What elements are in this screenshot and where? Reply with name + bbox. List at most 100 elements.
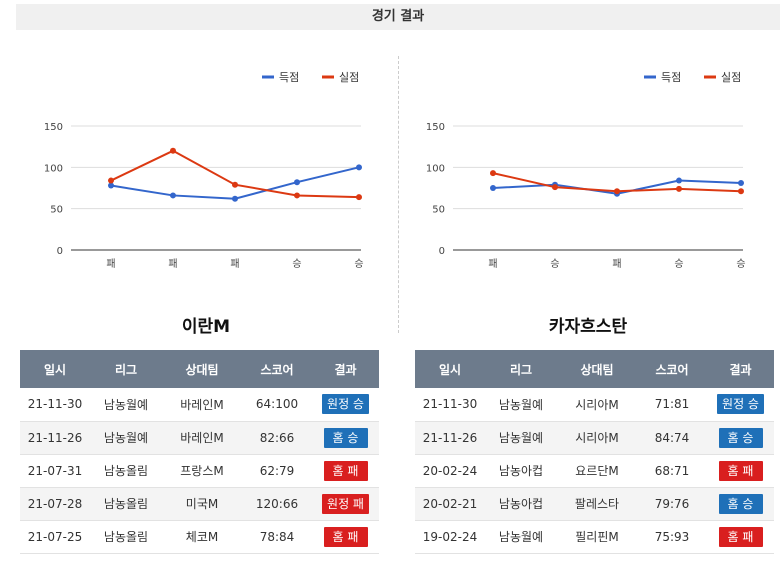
result-badge: 홈 승: [718, 493, 763, 514]
table-row: 21-11-30 남농월예 바레인M 64:100 원정 승: [20, 388, 379, 422]
table-row: 21-11-26 남농월예 바레인M 82:66 홈 승: [20, 421, 379, 455]
table-header-row: 일시 리그 상대팀 스코어 결과: [415, 350, 774, 388]
data-point-conceded: [614, 188, 620, 195]
cell-score: 84:74: [637, 421, 707, 455]
cell-date: 20-02-24: [415, 454, 485, 488]
cell-league: 남농올림: [90, 454, 162, 488]
data-point-scored: [490, 185, 496, 191]
table-row: 21-07-31 남농올림 프랑스M 62:79 홈 패: [20, 454, 379, 488]
data-point-scored: [232, 195, 238, 202]
data-point-scored: [356, 164, 362, 171]
cell-league: 남농아컵: [485, 454, 557, 488]
result-badge: 홈 패: [323, 526, 368, 547]
data-point-conceded: [356, 194, 362, 201]
data-point-scored: [108, 182, 114, 189]
result-badge: 원정 승: [322, 394, 369, 415]
cell-score: 120:66: [242, 487, 312, 521]
cell-league: 남농올림: [90, 487, 162, 521]
y-tick-label: 150: [426, 122, 445, 133]
cell-date: 21-11-30: [20, 388, 90, 422]
table-header-row: 일시 리그 상대팀 스코어 결과: [20, 350, 379, 388]
cell-league: 남농월예: [90, 388, 162, 422]
data-point-conceded: [490, 170, 496, 177]
table-row: 21-11-26 남농월예 시리아M 84:74 홈 승: [415, 421, 774, 455]
y-tick-label: 100: [426, 163, 445, 174]
table-row: 20-02-21 남농아컵 팔레스타 79:76 홈 승: [415, 487, 774, 521]
table-row: 20-02-24 남농아컵 요르단M 68:71 홈 패: [415, 454, 774, 488]
cell-opponent: 시리아M: [557, 421, 637, 455]
x-tick-label: 승: [354, 258, 363, 270]
cell-opponent: 체코M: [162, 520, 242, 554]
cell-opponent: 요르단M: [557, 454, 637, 488]
cell-score: 68:71: [637, 454, 707, 488]
cell-opponent: 바레인M: [162, 388, 242, 422]
chart-left: 0 50 100 150 패 패 패 승 승 득점 실점: [44, 71, 364, 270]
table-row: 21-07-28 남농올림 미국M 120:66 원정 패: [20, 487, 379, 521]
cell-result: 홈 패: [707, 520, 774, 554]
column-header: 결과: [707, 350, 774, 388]
x-tick-label: 패: [488, 258, 497, 270]
cell-result: 홈 패: [312, 454, 379, 488]
cell-score: 79:76: [637, 487, 707, 521]
data-point-scored: [294, 179, 300, 186]
team-name-right: 카자흐스탄: [548, 317, 628, 337]
cell-league: 남농월예: [485, 421, 557, 455]
cell-league: 남농아컵: [485, 487, 557, 521]
cell-opponent: 바레인M: [162, 421, 242, 455]
cell-result: 원정 승: [707, 388, 774, 422]
cell-opponent: 미국M: [162, 487, 242, 521]
chart-right: 0 50 100 150 패 승 패 승 승 득점 실점: [426, 71, 746, 270]
cell-result: 홈 승: [312, 421, 379, 455]
result-badge: 홈 패: [323, 460, 368, 481]
section-divider: [398, 56, 399, 333]
data-point-scored: [738, 180, 744, 187]
column-header: 스코어: [637, 350, 707, 388]
result-badge: 원정 패: [322, 493, 369, 514]
cell-opponent: 시리아M: [557, 388, 637, 422]
legend-label-conceded: 실점: [339, 71, 359, 84]
data-point-conceded: [232, 181, 238, 188]
x-tick-label: 패: [106, 258, 115, 270]
cell-league: 남농올림: [90, 520, 162, 554]
legend-label-conceded: 실점: [721, 71, 741, 84]
x-tick-label: 승: [674, 258, 683, 270]
cell-date: 21-11-26: [415, 421, 485, 455]
cell-result: 원정 패: [312, 487, 379, 521]
cell-league: 남농월예: [90, 421, 162, 455]
cell-result: 홈 패: [312, 520, 379, 554]
column-header: 일시: [20, 350, 90, 388]
x-tick-label: 승: [550, 258, 559, 270]
cell-date: 21-11-26: [20, 421, 90, 455]
x-tick-label: 승: [292, 258, 301, 270]
cell-date: 21-07-28: [20, 487, 90, 521]
cell-score: 64:100: [242, 388, 312, 422]
cell-opponent: 필리핀M: [557, 520, 637, 554]
column-header: 리그: [90, 350, 162, 388]
data-point-conceded: [738, 188, 744, 195]
column-header: 스코어: [242, 350, 312, 388]
y-tick-label: 100: [44, 163, 63, 174]
column-header: 리그: [485, 350, 557, 388]
cell-date: 19-02-24: [415, 520, 485, 554]
cell-result: 홈 승: [707, 421, 774, 455]
result-badge: 홈 승: [718, 427, 763, 448]
cell-score: 78:84: [242, 520, 312, 554]
cell-result: 홈 패: [707, 454, 774, 488]
result-badge: 홈 패: [718, 460, 763, 481]
page-title: 경기 결과: [16, 4, 780, 30]
cell-league: 남농월예: [485, 388, 557, 422]
table-row: 21-11-30 남농월예 시리아M 71:81 원정 승: [415, 388, 774, 422]
column-header: 결과: [312, 350, 379, 388]
y-tick-label: 0: [439, 246, 445, 257]
cell-score: 71:81: [637, 388, 707, 422]
data-point-conceded: [170, 147, 176, 154]
y-tick-label: 50: [432, 205, 445, 216]
cell-score: 62:79: [242, 454, 312, 488]
cell-date: 20-02-21: [415, 487, 485, 521]
data-point-conceded: [108, 177, 114, 184]
legend-label-scored: 득점: [279, 71, 299, 84]
table-row: 19-02-24 남농월예 필리핀M 75:93 홈 패: [415, 520, 774, 554]
series-line-conceded: [110, 149, 360, 199]
data-point-scored: [676, 177, 682, 184]
